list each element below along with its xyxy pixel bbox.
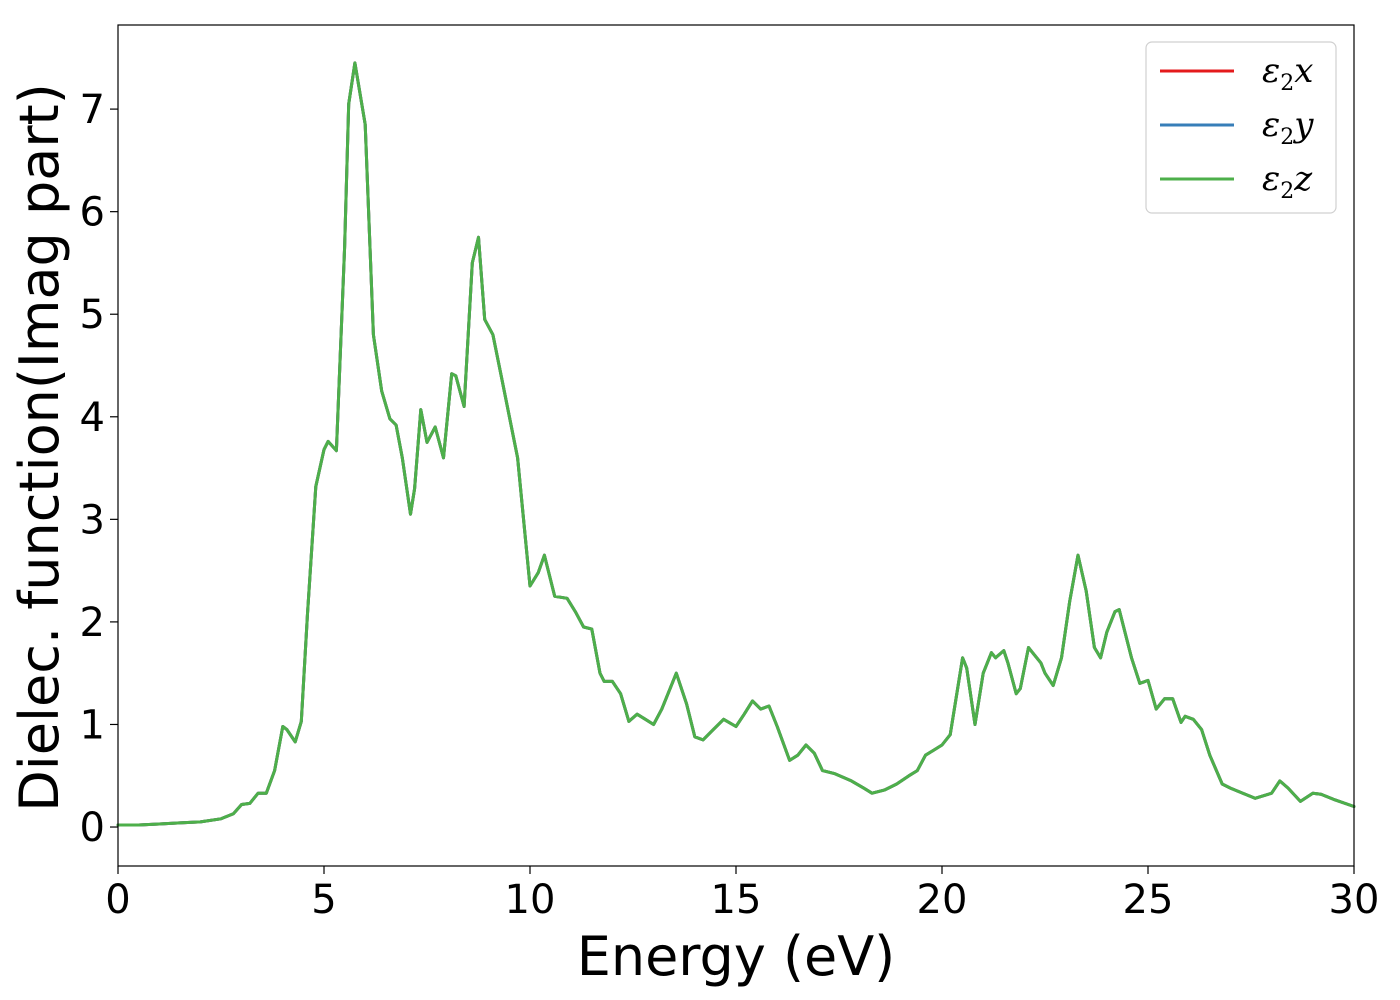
y-tick-label: 3 [80,497,105,543]
series-line-z [116,61,1356,827]
y-tick-label: 7 [80,87,105,133]
y-tick-label: 0 [80,805,105,851]
legend-label: ε2y [1262,105,1314,150]
y-tick-label: 1 [80,702,105,748]
y-tick-label: 2 [80,600,105,646]
y-tick-label: 5 [80,292,105,338]
x-tick-label: 10 [505,877,556,923]
x-tick-label: 5 [311,877,336,923]
x-axis-title: Energy (eV) [577,925,896,988]
y-tick-label: 6 [80,190,105,236]
x-tick-label: 30 [1329,877,1380,923]
x-axis-ticks: 0 5 10 15 20 25 30 [105,866,1379,923]
y-axis-title: Dielec. function(Imag part) [8,83,71,812]
x-tick-label: 0 [105,877,130,923]
x-tick-label: 20 [917,877,968,923]
y-axis-ticks: 0 1 2 3 4 5 6 7 [80,87,118,851]
x-tick-label: 15 [711,877,762,923]
legend-label: ε2x [1262,51,1313,96]
x-tick-label: 25 [1123,877,1174,923]
legend-label: ε2z [1262,159,1313,204]
legend: ε2x ε2y ε2z [1145,41,1337,214]
y-tick-label: 4 [80,395,105,441]
series-layer [116,61,1356,827]
legend-box [1145,41,1337,214]
